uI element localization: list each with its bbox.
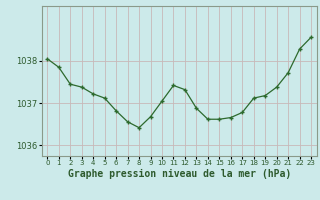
- X-axis label: Graphe pression niveau de la mer (hPa): Graphe pression niveau de la mer (hPa): [68, 169, 291, 179]
